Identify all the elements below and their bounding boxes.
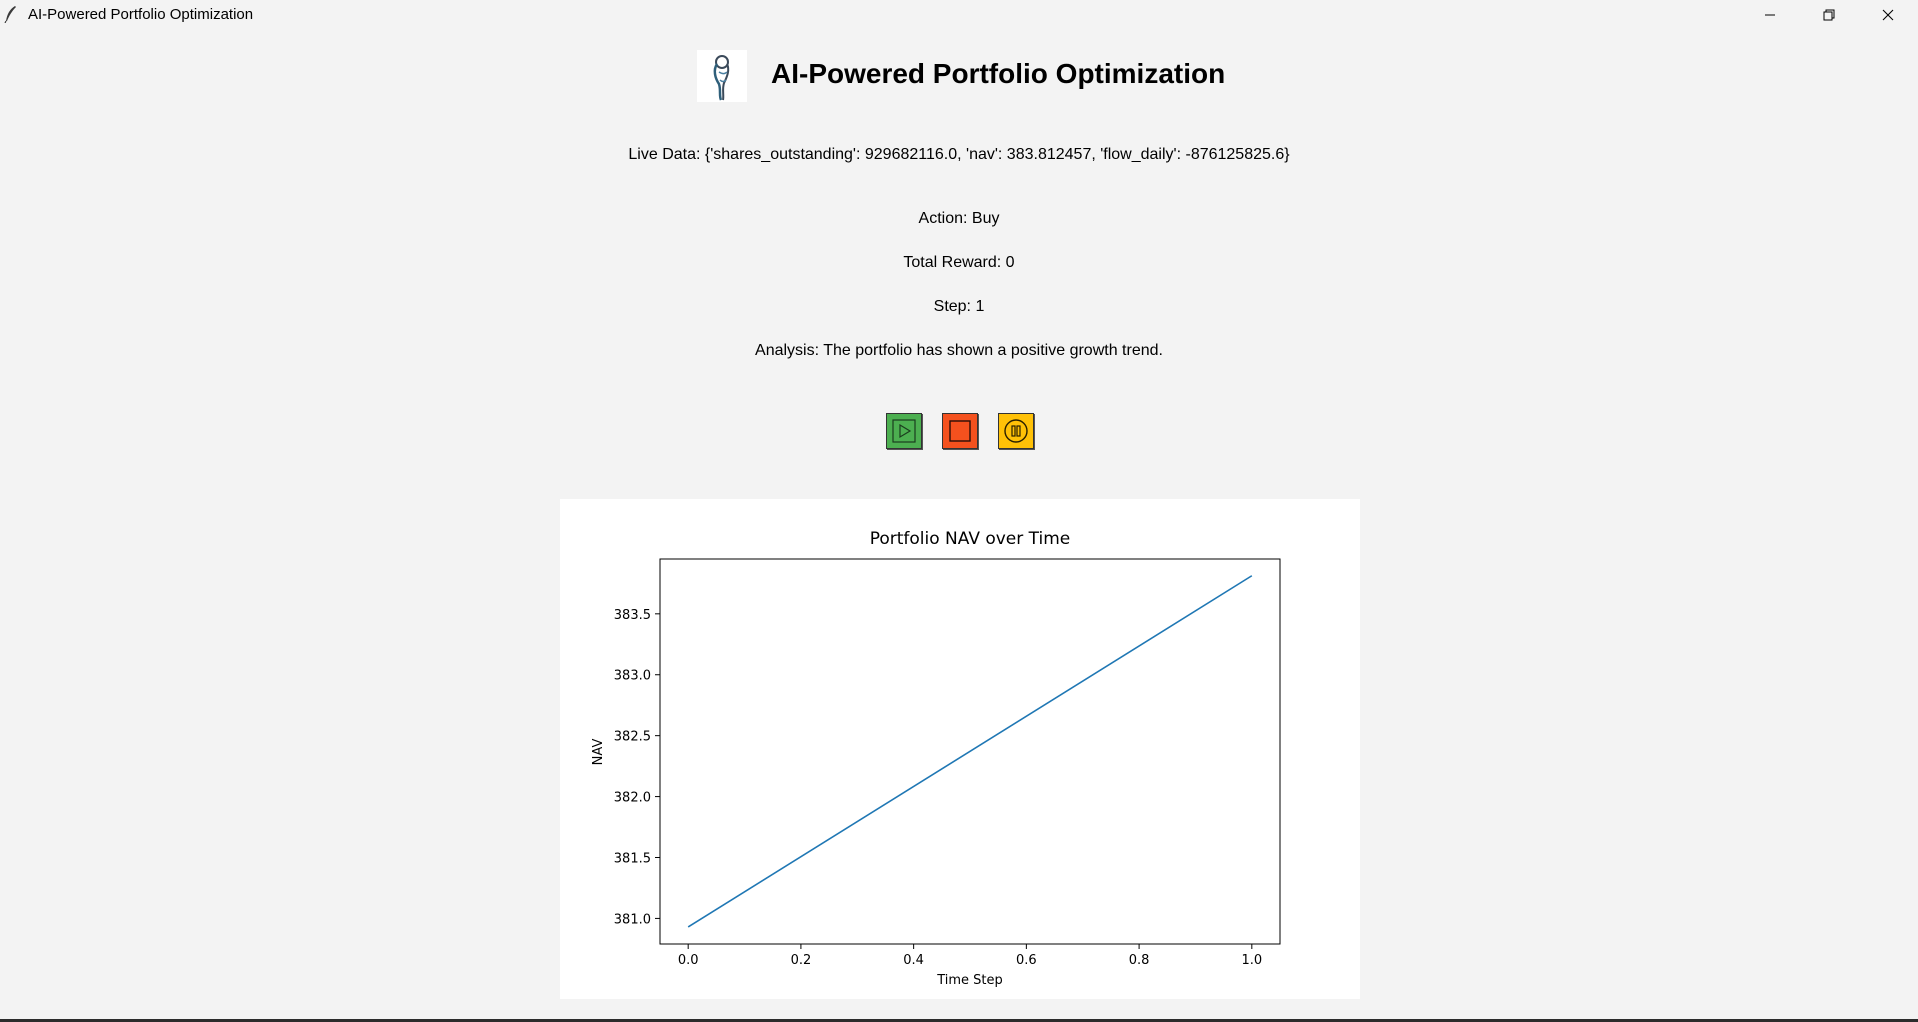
pause-button[interactable] (998, 413, 1034, 449)
window-bottom-border (0, 1019, 1918, 1022)
x-tick-label: 0.2 (791, 953, 812, 968)
nav-series-line (687, 575, 1253, 928)
y-tick-label: 382.5 (614, 730, 651, 745)
y-tick-label: 381.0 (614, 912, 651, 927)
x-tick-label: 0.6 (1016, 953, 1037, 968)
play-icon (892, 419, 916, 443)
y-axis-label: NAV (591, 739, 606, 766)
y-tick-label: 381.5 (614, 851, 651, 866)
page-title: AI-Powered Portfolio Optimization (771, 58, 1226, 89)
y-tick-label: 382.0 (614, 791, 651, 806)
step-label: Step: 1 (933, 298, 985, 315)
feather-icon (4, 6, 16, 23)
nav-chart-panel: Portfolio NAV over Time 0.0 0.2 0.4 0.6 0.8 1… (560, 499, 1360, 999)
app-logo (697, 50, 747, 102)
pause-icon (1004, 419, 1028, 443)
window-title: AI-Powered Portfolio Optimization (28, 6, 254, 23)
chart-title: Portfolio NAV over Time (870, 529, 1071, 549)
y-tick-label: 383.0 (614, 669, 651, 684)
restore-button[interactable] (1800, 0, 1858, 30)
total-reward-label: Total Reward: 0 (903, 254, 1015, 271)
stop-button[interactable] (942, 413, 978, 449)
restore-icon (1823, 9, 1835, 21)
window-titlebar: AI-Powered Portfolio Optimization (0, 0, 1918, 30)
logo-figure-icon (713, 55, 730, 101)
y-tick-label: 383.5 (614, 608, 651, 623)
analysis-label: Analysis: The portfolio has shown a posi… (755, 342, 1163, 359)
stop-icon (949, 420, 971, 442)
live-data-label: Live Data: {'shares_outstanding': 929682… (628, 146, 1290, 163)
close-button[interactable] (1859, 0, 1917, 30)
x-axis-label: Time Step (936, 973, 1003, 988)
x-tick-label: 0.0 (678, 953, 699, 968)
nav-chart: Portfolio NAV over Time 0.0 0.2 0.4 0.6 0.8 1… (591, 529, 1281, 988)
close-icon (1882, 9, 1894, 21)
x-tick-label: 0.8 (1129, 953, 1150, 968)
action-label: Action: Buy (918, 210, 1000, 227)
x-tick-label: 0.4 (903, 953, 924, 968)
minimize-icon (1765, 14, 1775, 16)
play-button[interactable] (886, 413, 922, 449)
minimize-button[interactable] (1741, 0, 1799, 30)
x-tick-label: 1.0 (1241, 953, 1262, 968)
